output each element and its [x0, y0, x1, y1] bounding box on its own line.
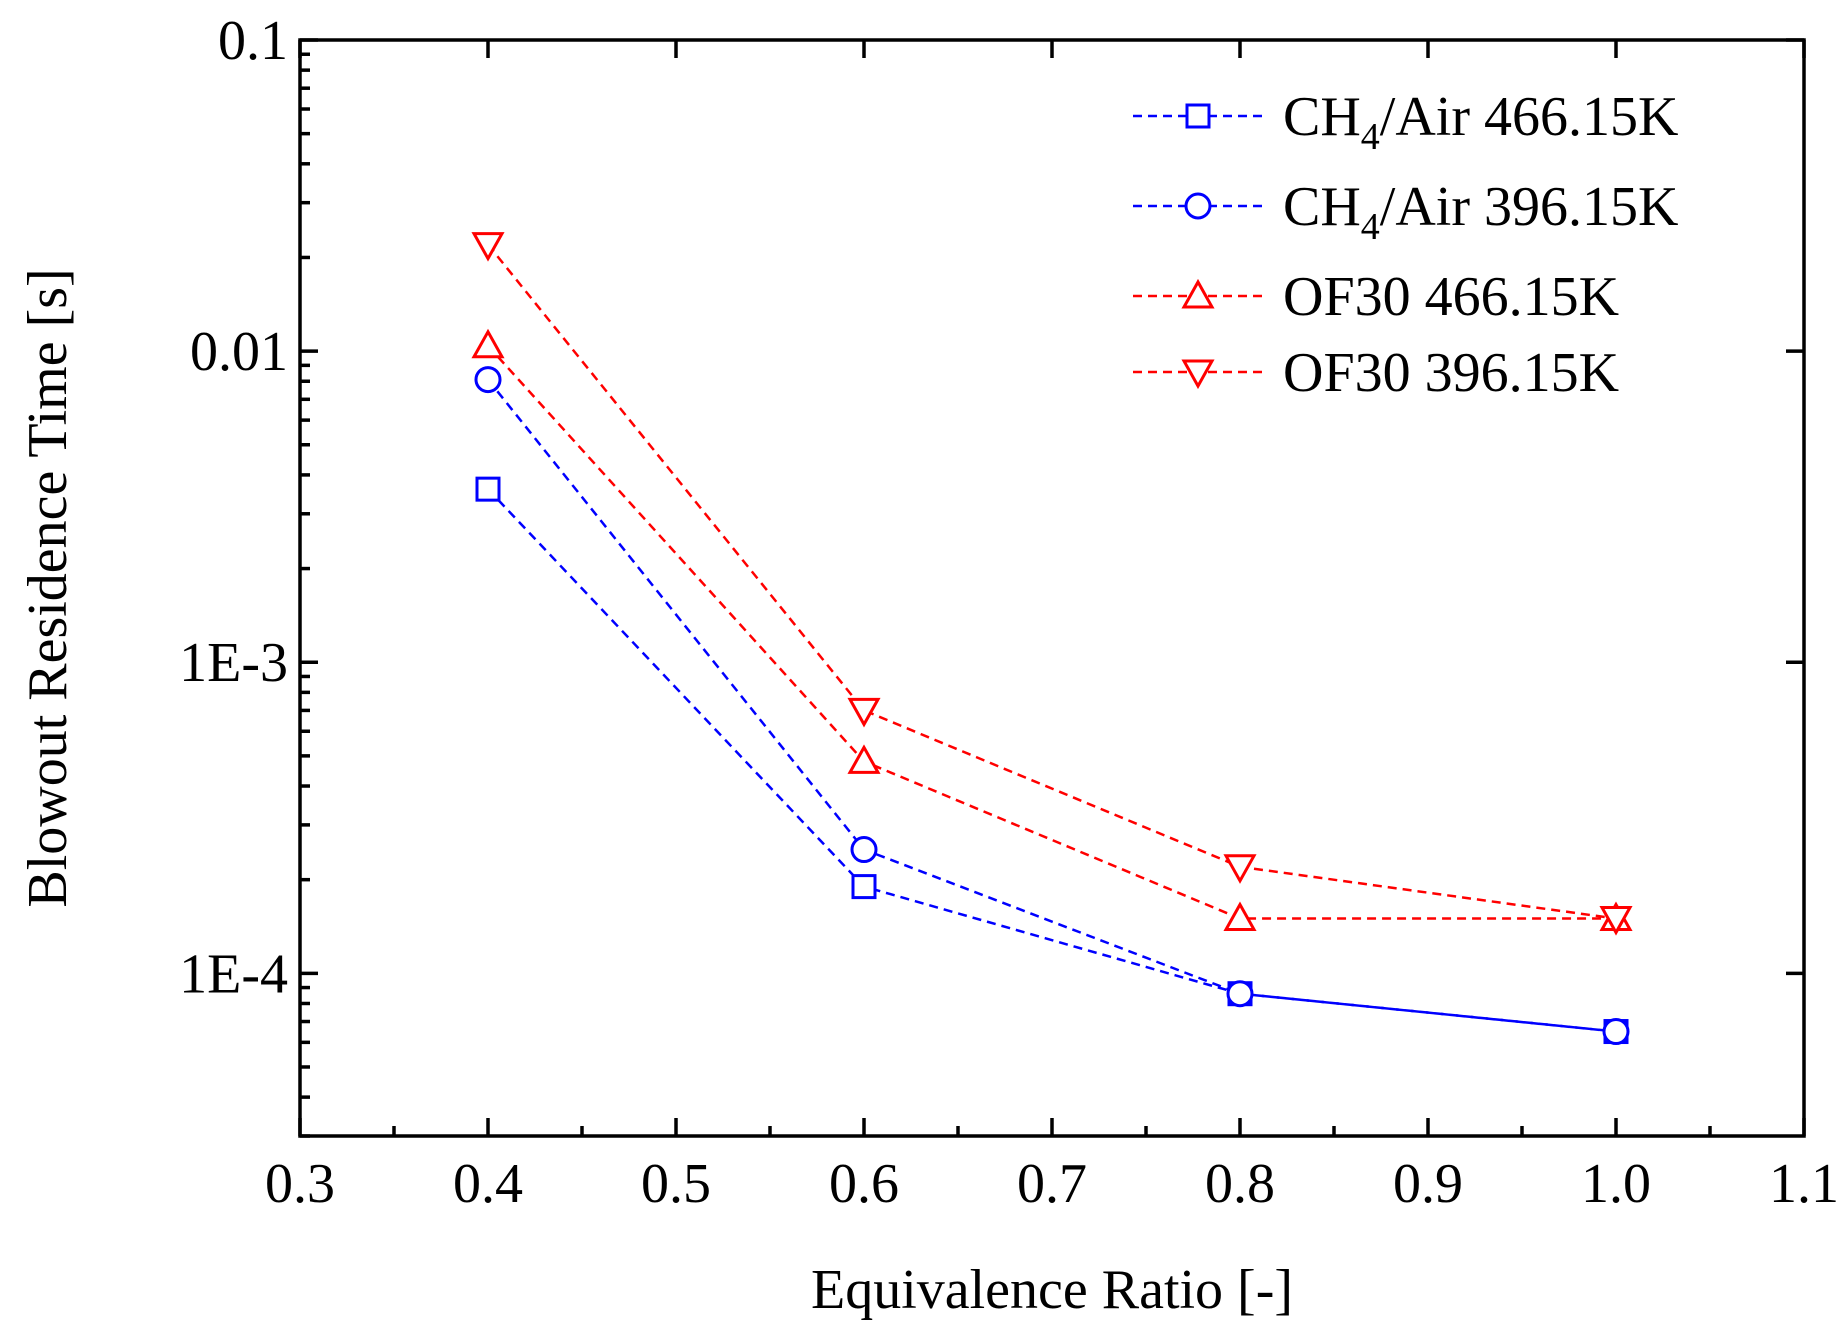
- data-point: [475, 476, 501, 502]
- data-point: [1602, 1018, 1630, 1046]
- plot-frame: [298, 38, 1806, 1138]
- y-tick-label: 0.01: [190, 321, 288, 383]
- legend-label: OF30 466.15K: [1283, 266, 1619, 328]
- x-tick-label: 0.9: [1393, 1153, 1463, 1215]
- series-line: [487, 488, 1617, 1033]
- data-point: [471, 328, 505, 359]
- x-tick-label: 1.1: [1769, 1153, 1839, 1215]
- series-line: [487, 344, 1616, 920]
- series-4: [471, 232, 1633, 936]
- x-tick-label: 0.6: [829, 1153, 899, 1215]
- data-point: [471, 232, 505, 262]
- legend-label: CH4/Air 466.15K: [1283, 86, 1678, 158]
- legend-marker: [1181, 359, 1215, 390]
- data-point: [1599, 906, 1633, 936]
- y-tick-label: 1E-3: [179, 632, 288, 694]
- legend: CH4/Air 466.15K CH4/Air 396.15K OF30 466.1…: [1133, 86, 1678, 404]
- data-point: [851, 874, 877, 900]
- data-point: [1223, 901, 1257, 932]
- series-1: [475, 476, 1629, 1045]
- data-point: [1223, 854, 1257, 884]
- axes-layer: 0.3 0.4 0.5 0.6 0.7 0.8 0.9 1.0 1.1 0.1 0.01 1E-3 1E…: [179, 10, 1839, 1215]
- legend-item: OF30 396.15K: [1133, 342, 1619, 404]
- legend-label: CH4/Air 396.15K: [1283, 176, 1678, 248]
- y-axis-title: Blowout Residence Time [s]: [17, 268, 79, 907]
- series-2: [474, 366, 1630, 1046]
- legend-label: OF30 396.15K: [1283, 342, 1619, 404]
- x-tick-label: 0.3: [265, 1153, 335, 1215]
- legend-marker: [1185, 103, 1211, 129]
- x-tick-label: 0.8: [1205, 1153, 1275, 1215]
- data-point: [847, 697, 881, 728]
- legend-item: CH4/Air 396.15K: [1133, 176, 1678, 248]
- data-point: [847, 744, 881, 774]
- x-tick-label: 0.5: [641, 1153, 711, 1215]
- x-tick-label: 0.4: [453, 1153, 523, 1215]
- x-tick-label: 0.7: [1017, 1153, 1087, 1215]
- x-tick-label: 1.0: [1581, 1153, 1651, 1215]
- legend-item: OF30 466.15K: [1133, 266, 1619, 328]
- legend-marker: [1181, 278, 1215, 309]
- series-3: [471, 328, 1633, 932]
- data-point: [474, 366, 502, 394]
- series-layer: [471, 232, 1633, 1046]
- series-line: [487, 243, 1617, 920]
- series-line: [487, 378, 1617, 1033]
- y-tick-label: 0.1: [218, 10, 288, 72]
- legend-item: CH4/Air 466.15K: [1133, 86, 1678, 158]
- x-axis-title: Equivalence Ratio [-]: [811, 1259, 1293, 1321]
- legend-marker: [1184, 192, 1212, 220]
- data-point: [850, 836, 878, 864]
- data-point: [1226, 980, 1254, 1008]
- y-tick-label: 1E-4: [179, 943, 288, 1005]
